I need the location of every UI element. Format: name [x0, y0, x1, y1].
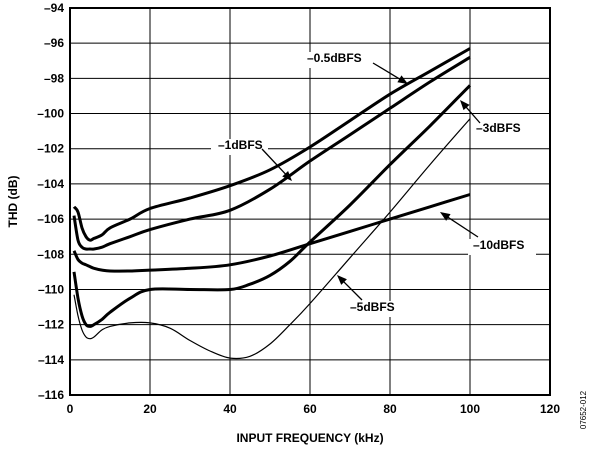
series-lines — [72, 47, 472, 360]
y-tick-label: –98 — [44, 71, 64, 85]
annotation-arrowhead — [397, 75, 408, 84]
x-tick-label: 40 — [223, 402, 237, 416]
y-tick-label: –102 — [37, 142, 64, 156]
annotation-bg — [468, 239, 536, 255]
x-tick-label: 0 — [67, 402, 74, 416]
x-tick-label: 100 — [460, 402, 480, 416]
series-line-2 — [72, 84, 472, 328]
y-axis-label: THD (dB) — [6, 176, 20, 228]
annotation-bg — [472, 122, 536, 138]
series-annotation-label: –10dBFS — [473, 238, 524, 252]
annotation-bg — [211, 139, 268, 155]
x-tick-label: 120 — [540, 402, 560, 416]
figure-id: 07652-012 — [579, 390, 588, 429]
grid — [70, 8, 550, 395]
series-annotation-label: –3dBFS — [476, 121, 521, 135]
y-tick-label: –94 — [44, 1, 64, 15]
annotation-arrowhead — [282, 170, 292, 181]
annotations: –0.5dBFS –1dBFS –3dBFS –5dBFS –10dBFS — [211, 51, 536, 317]
y-tick-label: –112 — [38, 318, 64, 332]
annotation-leader — [446, 215, 479, 238]
x-tick-label: 80 — [383, 402, 397, 416]
annotation-bg — [346, 301, 410, 317]
annotation-leader — [261, 148, 288, 176]
annotation-leader — [372, 62, 402, 81]
series-line-3 — [73, 118, 471, 360]
series-line-0 — [72, 47, 471, 242]
y-tick-label: –110 — [38, 282, 64, 296]
series-annotation-label: –0.5dBFS — [307, 51, 362, 65]
series-annotation-label: –1dBFS — [218, 138, 263, 152]
tick-labels: 0 20 40 60 80 100 120 –94 –96 –98 –100 –102 –104 –106… — [37, 1, 560, 416]
annotation-bg — [305, 52, 370, 68]
annotation-arrowhead — [440, 212, 451, 221]
series-line-1 — [72, 56, 471, 251]
x-tick-label: 20 — [143, 402, 157, 416]
annotation-arrowhead — [337, 275, 347, 285]
series-line-4 — [72, 193, 471, 273]
annotation-arrowhead — [460, 100, 470, 111]
series-annotation-label: –5dBFS — [350, 300, 395, 314]
y-tick-label: –108 — [37, 247, 64, 261]
annotation-leader — [464, 105, 481, 124]
y-tick-label: –100 — [37, 107, 64, 121]
y-tick-label: –104 — [37, 177, 64, 191]
plot-frame — [69, 7, 551, 396]
y-tick-label: –116 — [38, 388, 64, 402]
annotation-leader — [342, 280, 363, 301]
x-axis-label: INPUT FREQUENCY (kHz) — [236, 431, 383, 445]
x-tick-label: 60 — [303, 402, 317, 416]
y-tick-label: –96 — [44, 36, 64, 50]
y-tick-label: –114 — [38, 353, 64, 367]
y-tick-label: –106 — [37, 212, 64, 226]
